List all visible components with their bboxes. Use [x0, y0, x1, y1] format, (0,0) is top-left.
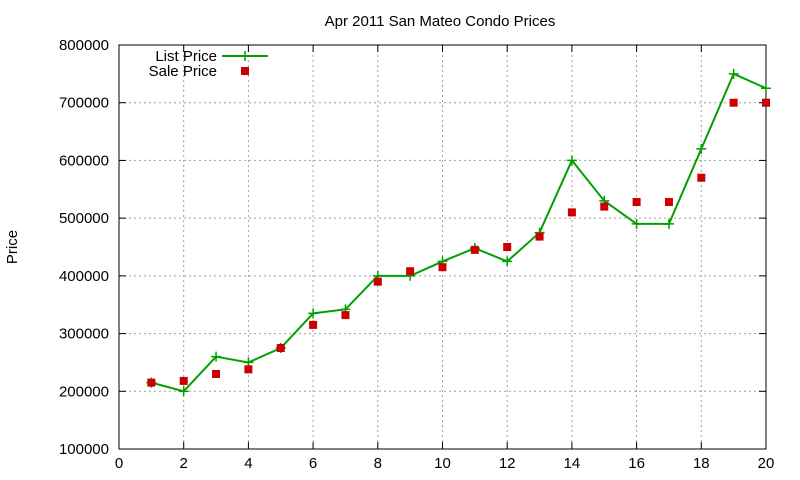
sale-price-point — [276, 344, 285, 352]
y-tick-label: 800000 — [59, 37, 109, 54]
x-tick-label: 8 — [374, 455, 382, 472]
list-price-point — [631, 218, 642, 229]
x-tick-label: 4 — [244, 455, 252, 472]
sale-price-point — [632, 197, 641, 206]
x-tick-label: 16 — [628, 455, 645, 472]
x-tick-label: 0 — [115, 455, 123, 472]
list-price-point — [566, 155, 577, 166]
list-price-point — [178, 386, 189, 397]
series-list-price — [146, 68, 771, 397]
chart-title: Apr 2011 San Mateo Condo Prices — [325, 13, 556, 30]
list-price-line — [151, 72, 767, 393]
sale-price-point — [470, 245, 479, 254]
sale-price-point — [664, 197, 673, 206]
legend-label-sale-price: Sale Price — [149, 63, 217, 80]
legend-marker-list-price — [240, 51, 250, 61]
sale-price-point — [535, 232, 544, 241]
series-sale-price — [147, 98, 770, 387]
y-tick-label: 700000 — [59, 95, 109, 112]
sale-price-point — [244, 365, 253, 374]
list-price-point — [308, 308, 319, 319]
sale-price-point — [503, 243, 512, 251]
sale-price-point — [438, 263, 447, 272]
y-tick-label: 300000 — [59, 326, 109, 343]
x-tick-label: 2 — [180, 455, 188, 472]
y-axis-label: Price — [4, 230, 21, 264]
x-tick-label: 10 — [434, 455, 451, 472]
sale-price-point — [697, 173, 706, 182]
x-tick-label: 18 — [693, 455, 710, 472]
grid-lines — [119, 45, 766, 449]
y-tick-label: 400000 — [59, 268, 109, 285]
x-tick-label: 14 — [564, 455, 581, 472]
list-price-point — [211, 351, 222, 362]
list-price-point — [663, 218, 674, 229]
sale-price-point — [309, 320, 318, 329]
y-tick-label: 600000 — [59, 152, 109, 169]
sale-price-point — [147, 378, 156, 387]
sale-price-point — [729, 98, 738, 107]
y-tick-label: 100000 — [59, 441, 109, 458]
sale-price-point — [567, 208, 576, 217]
sale-price-point — [762, 98, 770, 107]
list-price-point — [696, 143, 707, 154]
list-price-point — [728, 68, 739, 79]
sale-price-point — [341, 311, 350, 320]
sale-price-point — [212, 369, 221, 378]
sale-price-point — [373, 277, 382, 286]
legend-label-list-price: List Price — [155, 48, 217, 65]
sale-price-point — [406, 267, 415, 276]
sale-price-point — [600, 202, 609, 211]
list-price-point — [761, 83, 771, 94]
y-tick-label: 200000 — [59, 383, 109, 400]
list-price-point — [502, 256, 513, 267]
legend-marker-sale-price — [241, 67, 249, 75]
data-series — [146, 68, 771, 397]
sale-price-point — [179, 376, 188, 385]
y-tick-label: 500000 — [59, 210, 109, 227]
axis-ticks: 0 2 4 6 8 10 12 14 16 18 20 100000 200000 300000 40000… — [59, 37, 774, 472]
x-tick-label: 6 — [309, 455, 317, 472]
x-tick-label: 20 — [758, 455, 775, 472]
x-tick-label: 12 — [499, 455, 516, 472]
